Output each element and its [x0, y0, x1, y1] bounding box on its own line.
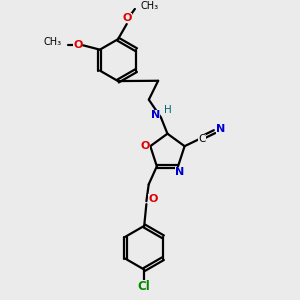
Text: O: O — [148, 194, 158, 204]
Text: N: N — [151, 110, 160, 120]
Text: CH₃: CH₃ — [44, 37, 62, 47]
Text: O: O — [123, 13, 132, 23]
Text: C: C — [198, 134, 206, 145]
Text: N: N — [175, 167, 184, 177]
Text: O: O — [140, 141, 150, 151]
Text: O: O — [73, 40, 83, 50]
Text: Cl: Cl — [138, 280, 151, 293]
Text: CH₃: CH₃ — [140, 1, 158, 11]
Text: N: N — [216, 124, 226, 134]
Text: H: H — [164, 105, 171, 115]
